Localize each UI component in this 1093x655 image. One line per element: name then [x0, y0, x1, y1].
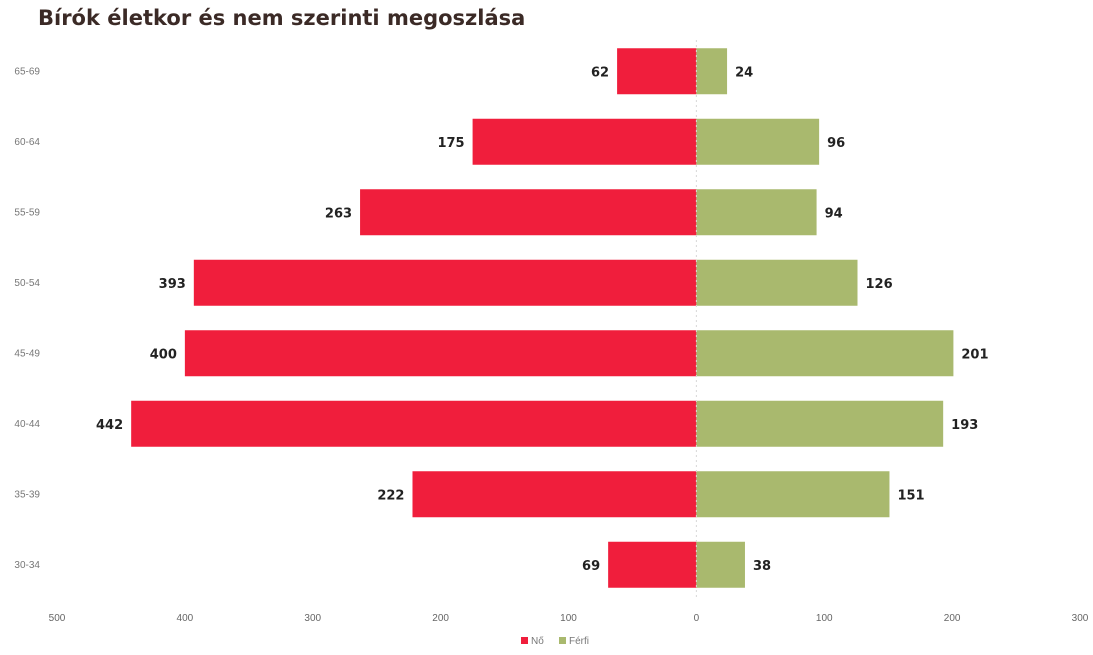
x-tick-label: 200: [432, 613, 449, 624]
data-label-female: 393: [159, 277, 186, 292]
data-label-female: 442: [96, 418, 123, 433]
x-tick-label: 200: [944, 613, 961, 624]
legend-swatch-male: [559, 637, 566, 644]
x-tick-label: 500: [49, 613, 66, 624]
category-label: 45-49: [14, 348, 40, 359]
x-tick-label: 300: [304, 613, 321, 624]
x-tick-label: 0: [694, 613, 700, 624]
data-label-male: 151: [897, 488, 924, 503]
x-tick-label: 100: [560, 613, 577, 624]
data-label-male: 94: [825, 206, 843, 221]
data-label-female: 222: [377, 488, 404, 503]
bar-female: [193, 259, 697, 306]
bar-female: [184, 330, 697, 377]
bar-male: [696, 541, 745, 588]
data-label-female: 400: [150, 347, 177, 362]
bar-male: [696, 330, 954, 377]
x-tick-label: 400: [177, 613, 194, 624]
legend-swatch-female: [521, 637, 528, 644]
data-label-female: 263: [325, 206, 352, 221]
bar-female: [608, 541, 697, 588]
bar-female: [360, 189, 697, 236]
category-label: 60-64: [14, 137, 40, 148]
bar-male: [696, 48, 728, 95]
x-tick-label: 100: [816, 613, 833, 624]
bar-female: [617, 48, 697, 95]
legend-label-female: Nő: [531, 636, 544, 647]
data-label-male: 38: [753, 559, 771, 574]
x-tick-label: 300: [1072, 613, 1089, 624]
data-label-male: 126: [865, 277, 892, 292]
bar-female: [472, 118, 697, 165]
bar-female: [412, 471, 697, 518]
data-label-male: 193: [951, 418, 978, 433]
category-label: 65-69: [14, 66, 40, 77]
bar-male: [696, 189, 817, 236]
category-label: 40-44: [14, 419, 40, 430]
data-label-male: 201: [961, 347, 988, 362]
data-label-female: 62: [591, 65, 609, 80]
bar-male: [696, 400, 944, 447]
chart-title: Bírók életkor és nem szerinti megoszlása: [38, 6, 526, 30]
bar-male: [696, 118, 820, 165]
data-label-female: 175: [437, 136, 464, 151]
bar-female: [131, 400, 697, 447]
category-label: 35-39: [14, 489, 40, 500]
data-label-female: 69: [582, 559, 600, 574]
bar-male: [696, 471, 890, 518]
bar-male: [696, 259, 858, 306]
data-label-male: 24: [735, 65, 753, 80]
data-label-male: 96: [827, 136, 845, 151]
legend-label-male: Férfi: [569, 636, 589, 647]
category-label: 55-59: [14, 207, 40, 218]
category-label: 50-54: [14, 278, 40, 289]
category-label: 30-34: [14, 560, 40, 571]
